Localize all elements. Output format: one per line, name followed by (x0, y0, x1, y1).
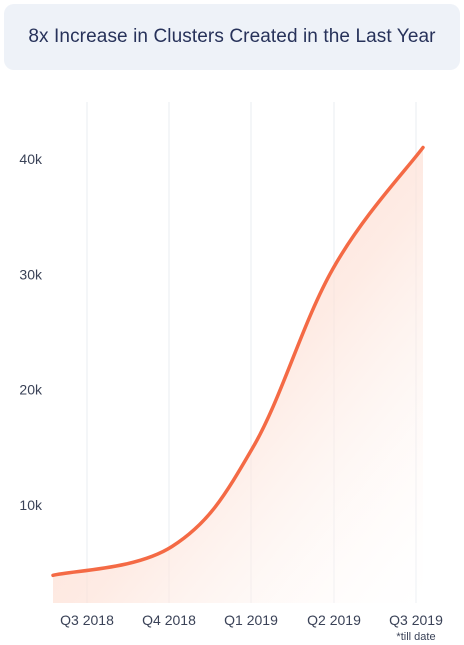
y-tick-label: 10k (19, 497, 43, 513)
y-tick-label: 40k (19, 151, 43, 167)
series-area (53, 147, 423, 603)
y-axis-ticks: 10k 20k 30k 40k (19, 151, 43, 513)
y-tick-label: 30k (19, 266, 43, 282)
x-tick-label: Q2 2019 (307, 612, 361, 628)
chart-title-card: 8x Increase in Clusters Created in the L… (4, 4, 460, 70)
x-tick-label: Q1 2019 (224, 612, 278, 628)
x-tick-label: Q3 2019 (389, 612, 443, 628)
x-tick-label: Q4 2018 (142, 612, 196, 628)
series-line (51, 145, 425, 578)
x-axis-ticks: Q3 2018 Q4 2018 Q1 2019 Q2 2019 Q3 2019 (60, 612, 443, 628)
x-tick-label: Q3 2018 (60, 612, 114, 628)
y-tick-label: 20k (19, 382, 43, 398)
till-date-annotation: *till date (396, 631, 435, 643)
chart-title: 8x Increase in Clusters Created in the L… (28, 26, 436, 47)
